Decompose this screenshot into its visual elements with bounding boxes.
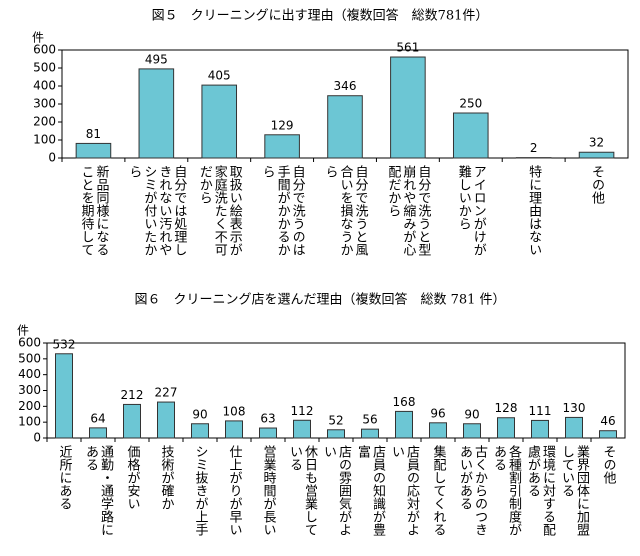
x-tick-label: 古くからのつきあいがある (457, 445, 487, 536)
data-label: 2 (530, 141, 538, 155)
bar (497, 417, 515, 439)
data-label: 63 (260, 412, 275, 426)
x-tick-label: 自分で洗うと型崩れや縮みが心配だから (385, 165, 431, 256)
x-tick-label: 店員の応対がよい (389, 445, 419, 536)
bar (293, 419, 311, 439)
bar (259, 427, 277, 439)
x-tick-label: 業界団体に加盟している (559, 445, 589, 536)
x-tick-label: 環境に対する配慮がある (525, 445, 555, 536)
x-tick-label: 価格が安い (124, 445, 140, 510)
bar (361, 428, 379, 439)
y-tick-label: 600 (18, 336, 41, 350)
y-tick-label: 400 (18, 367, 41, 381)
data-label: 346 (334, 79, 357, 93)
bar (75, 142, 112, 159)
y-tick-label: 100 (33, 133, 56, 147)
bar (390, 56, 426, 159)
x-tick-label: 店の雰囲気がよい (321, 445, 351, 536)
bar (89, 427, 107, 439)
x-tick-label: その他 (589, 165, 605, 204)
x-tick-label: 取扱い絵表示が家庭洗たく不可だから (196, 165, 242, 256)
x-tick-label: アイロンがけが難しいから (455, 165, 486, 256)
data-label: 46 (600, 414, 615, 428)
x-tick-label: 新品同様になることを期待して (78, 165, 109, 256)
bar (327, 429, 345, 439)
y-tick-label: 100 (18, 415, 41, 429)
data-label: 52 (328, 413, 343, 427)
data-label: 128 (495, 401, 518, 415)
data-label: 227 (155, 386, 178, 400)
data-label: 129 (271, 118, 294, 132)
bar (157, 401, 175, 439)
data-label: 90 (192, 407, 207, 421)
y-tick-label: 400 (33, 79, 56, 93)
y-tick-label: 0 (48, 151, 56, 165)
data-label: 168 (393, 395, 416, 409)
data-label: 111 (529, 404, 552, 418)
y-tick-label: 0 (33, 431, 41, 445)
bar (191, 423, 209, 439)
x-tick-label: 集配してくれる (430, 445, 446, 536)
x-tick-label: 各種割引制度がある (491, 445, 521, 536)
data-label: 561 (396, 41, 419, 55)
bar (225, 420, 243, 439)
bar (531, 419, 549, 439)
data-label: 108 (223, 404, 246, 418)
bar (599, 430, 617, 439)
bar (565, 416, 583, 439)
x-tick-label: 休日も営業している (287, 445, 317, 536)
y-axis-label: 件 (32, 31, 44, 45)
y-tick-label: 300 (33, 97, 56, 111)
bar (429, 422, 447, 439)
data-label: 81 (86, 127, 101, 141)
data-label: 495 (145, 52, 168, 66)
x-tick-label: 通勤・通学路にある (83, 445, 113, 536)
bar (201, 84, 238, 159)
data-label: 112 (291, 404, 314, 418)
y-tick-label: 500 (18, 351, 41, 365)
x-tick-label: 近所にある (56, 445, 72, 510)
bar (578, 151, 615, 159)
x-tick-label: 仕上がりが早い (226, 445, 242, 536)
y-tick-label: 600 (33, 43, 56, 57)
x-tick-label: 店員の知識が豊富 (355, 445, 385, 536)
data-label: 130 (563, 401, 586, 415)
bar (264, 134, 300, 159)
x-tick-label: 技術が確か (158, 445, 174, 510)
x-tick-label: その他 (600, 445, 616, 484)
bar (327, 95, 363, 159)
x-tick-label: 営業時間が長い (260, 445, 276, 536)
bar (123, 403, 141, 439)
bar (463, 423, 481, 439)
y-tick-label: 200 (18, 399, 41, 413)
x-tick-label: シミ抜きが上手 (192, 445, 208, 536)
x-tick-label: 自分で洗うと風合いを損なうから (322, 165, 368, 256)
y-tick-label: 200 (33, 115, 56, 129)
bar (138, 68, 175, 159)
x-tick-label: 自分で洗うのは手間がかかるから (259, 165, 305, 256)
chart-title: 図５ クリーニングに出す理由（複数回答 総数781件） (152, 8, 489, 24)
data-label: 90 (464, 407, 479, 421)
data-label: 64 (90, 411, 105, 425)
y-tick-label: 500 (33, 61, 56, 75)
data-label: 212 (121, 388, 144, 402)
x-tick-label: 自分では処理しきれない汚れやシミが付いたから (126, 165, 187, 256)
x-tick-label: 特に理由はない (526, 165, 542, 256)
bar (452, 112, 489, 159)
chart-title: 図６ クリーニング店を選んだ理由（複数回答 総数 781 件） (134, 292, 505, 308)
data-label: 405 (208, 69, 231, 83)
data-label: 56 (362, 413, 377, 427)
data-label: 250 (459, 97, 482, 111)
bar (55, 353, 73, 439)
data-label: 96 (430, 406, 445, 420)
data-label: 532 (53, 337, 76, 351)
y-axis-label: 件 (17, 324, 29, 338)
bar (395, 410, 413, 439)
y-tick-label: 300 (18, 383, 41, 397)
data-label: 32 (589, 136, 604, 150)
